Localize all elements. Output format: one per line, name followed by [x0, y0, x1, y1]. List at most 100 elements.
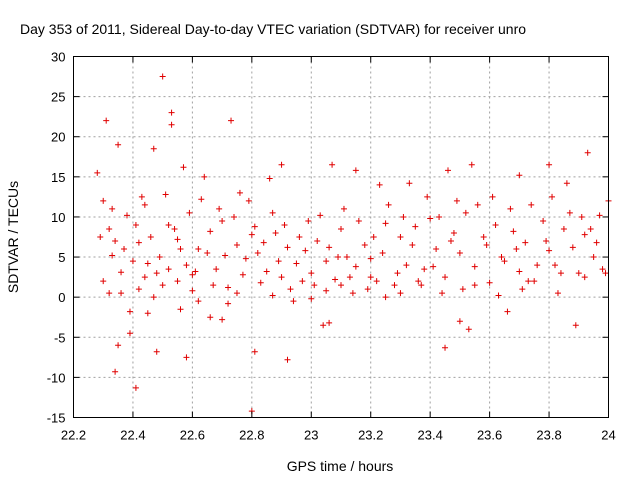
data-point	[254, 250, 261, 257]
data-point	[560, 225, 567, 232]
data-point	[299, 278, 306, 285]
data-point	[495, 292, 502, 299]
data-point	[204, 250, 211, 257]
x-tick-label: 22.2	[61, 428, 86, 443]
data-point	[118, 290, 125, 297]
data-point	[465, 326, 472, 333]
x-tick-label: 23.2	[358, 428, 383, 443]
data-point	[124, 212, 130, 219]
data-point	[320, 322, 327, 329]
data-point	[141, 274, 148, 281]
data-point	[450, 229, 457, 236]
data-point	[278, 274, 285, 281]
data-point	[453, 197, 460, 204]
data-point	[153, 348, 160, 355]
data-point	[251, 223, 258, 230]
data-point	[338, 225, 344, 232]
y-tick-label: 30	[51, 50, 65, 65]
data-point	[222, 252, 229, 259]
data-point	[109, 252, 116, 259]
data-point	[459, 286, 466, 293]
data-points	[94, 73, 612, 415]
data-point	[397, 290, 404, 297]
data-point	[352, 263, 359, 270]
data-point	[233, 290, 240, 297]
data-point	[412, 223, 419, 230]
x-tick-label: 23	[304, 428, 318, 443]
data-point	[216, 205, 223, 212]
data-point	[293, 260, 300, 267]
data-point	[109, 205, 116, 212]
data-point	[522, 239, 529, 246]
data-point	[501, 258, 508, 265]
data-point	[326, 244, 333, 251]
data-point	[549, 193, 556, 200]
data-point	[498, 254, 505, 261]
data-point	[126, 308, 133, 315]
data-point	[329, 161, 336, 168]
data-point	[534, 262, 541, 269]
data-point	[272, 229, 279, 236]
data-point	[94, 169, 101, 176]
data-point	[106, 225, 113, 232]
data-point	[513, 246, 520, 253]
data-point	[115, 342, 122, 349]
data-point	[129, 258, 136, 265]
data-point	[106, 290, 113, 297]
x-tick-label: 22.8	[239, 428, 264, 443]
data-point	[367, 274, 374, 281]
data-point	[195, 246, 202, 253]
y-tick-label: 20	[51, 130, 65, 145]
data-point	[400, 213, 407, 220]
data-point	[599, 266, 606, 273]
data-point	[563, 180, 570, 187]
data-point	[168, 121, 175, 128]
data-point	[132, 221, 139, 228]
y-tick-label: -15	[47, 411, 66, 426]
data-point	[376, 181, 383, 188]
axis-ticks: 22.2 22.4 22.6 22.8 23 23.2 23.4 23.6 23.8 24 -15 -…	[47, 50, 616, 443]
x-tick-label: 23.4	[418, 428, 443, 443]
data-point	[269, 209, 276, 216]
data-point	[355, 217, 362, 224]
data-point	[141, 201, 148, 208]
y-tick-label: -5	[54, 330, 66, 345]
data-point	[581, 274, 588, 281]
data-point	[543, 238, 550, 245]
data-point	[590, 254, 597, 261]
data-point	[364, 286, 371, 293]
data-point	[118, 269, 125, 276]
data-point	[507, 205, 514, 212]
data-point	[228, 117, 235, 124]
data-point	[213, 266, 220, 273]
data-point	[456, 318, 463, 325]
data-point	[275, 258, 282, 265]
data-point	[156, 254, 163, 261]
data-point	[236, 189, 243, 196]
data-point	[260, 239, 267, 246]
data-point	[245, 197, 252, 204]
data-point	[456, 250, 463, 257]
data-point	[593, 239, 600, 246]
data-point	[474, 201, 481, 208]
data-point	[183, 354, 190, 361]
data-point	[171, 225, 178, 232]
data-point	[471, 263, 478, 270]
data-point	[433, 246, 440, 253]
data-point	[575, 270, 582, 277]
data-point	[445, 167, 451, 174]
data-point	[406, 180, 413, 187]
data-point	[442, 274, 449, 281]
data-point	[266, 175, 273, 182]
data-point	[233, 242, 240, 249]
data-point	[504, 308, 511, 315]
data-point	[373, 278, 380, 285]
data-point	[308, 270, 315, 277]
data-point	[483, 242, 490, 249]
data-point	[421, 266, 428, 273]
data-point	[225, 284, 232, 291]
data-point	[135, 239, 142, 246]
y-tick-label: -10	[47, 370, 66, 385]
y-tick-label: 5	[58, 250, 65, 265]
